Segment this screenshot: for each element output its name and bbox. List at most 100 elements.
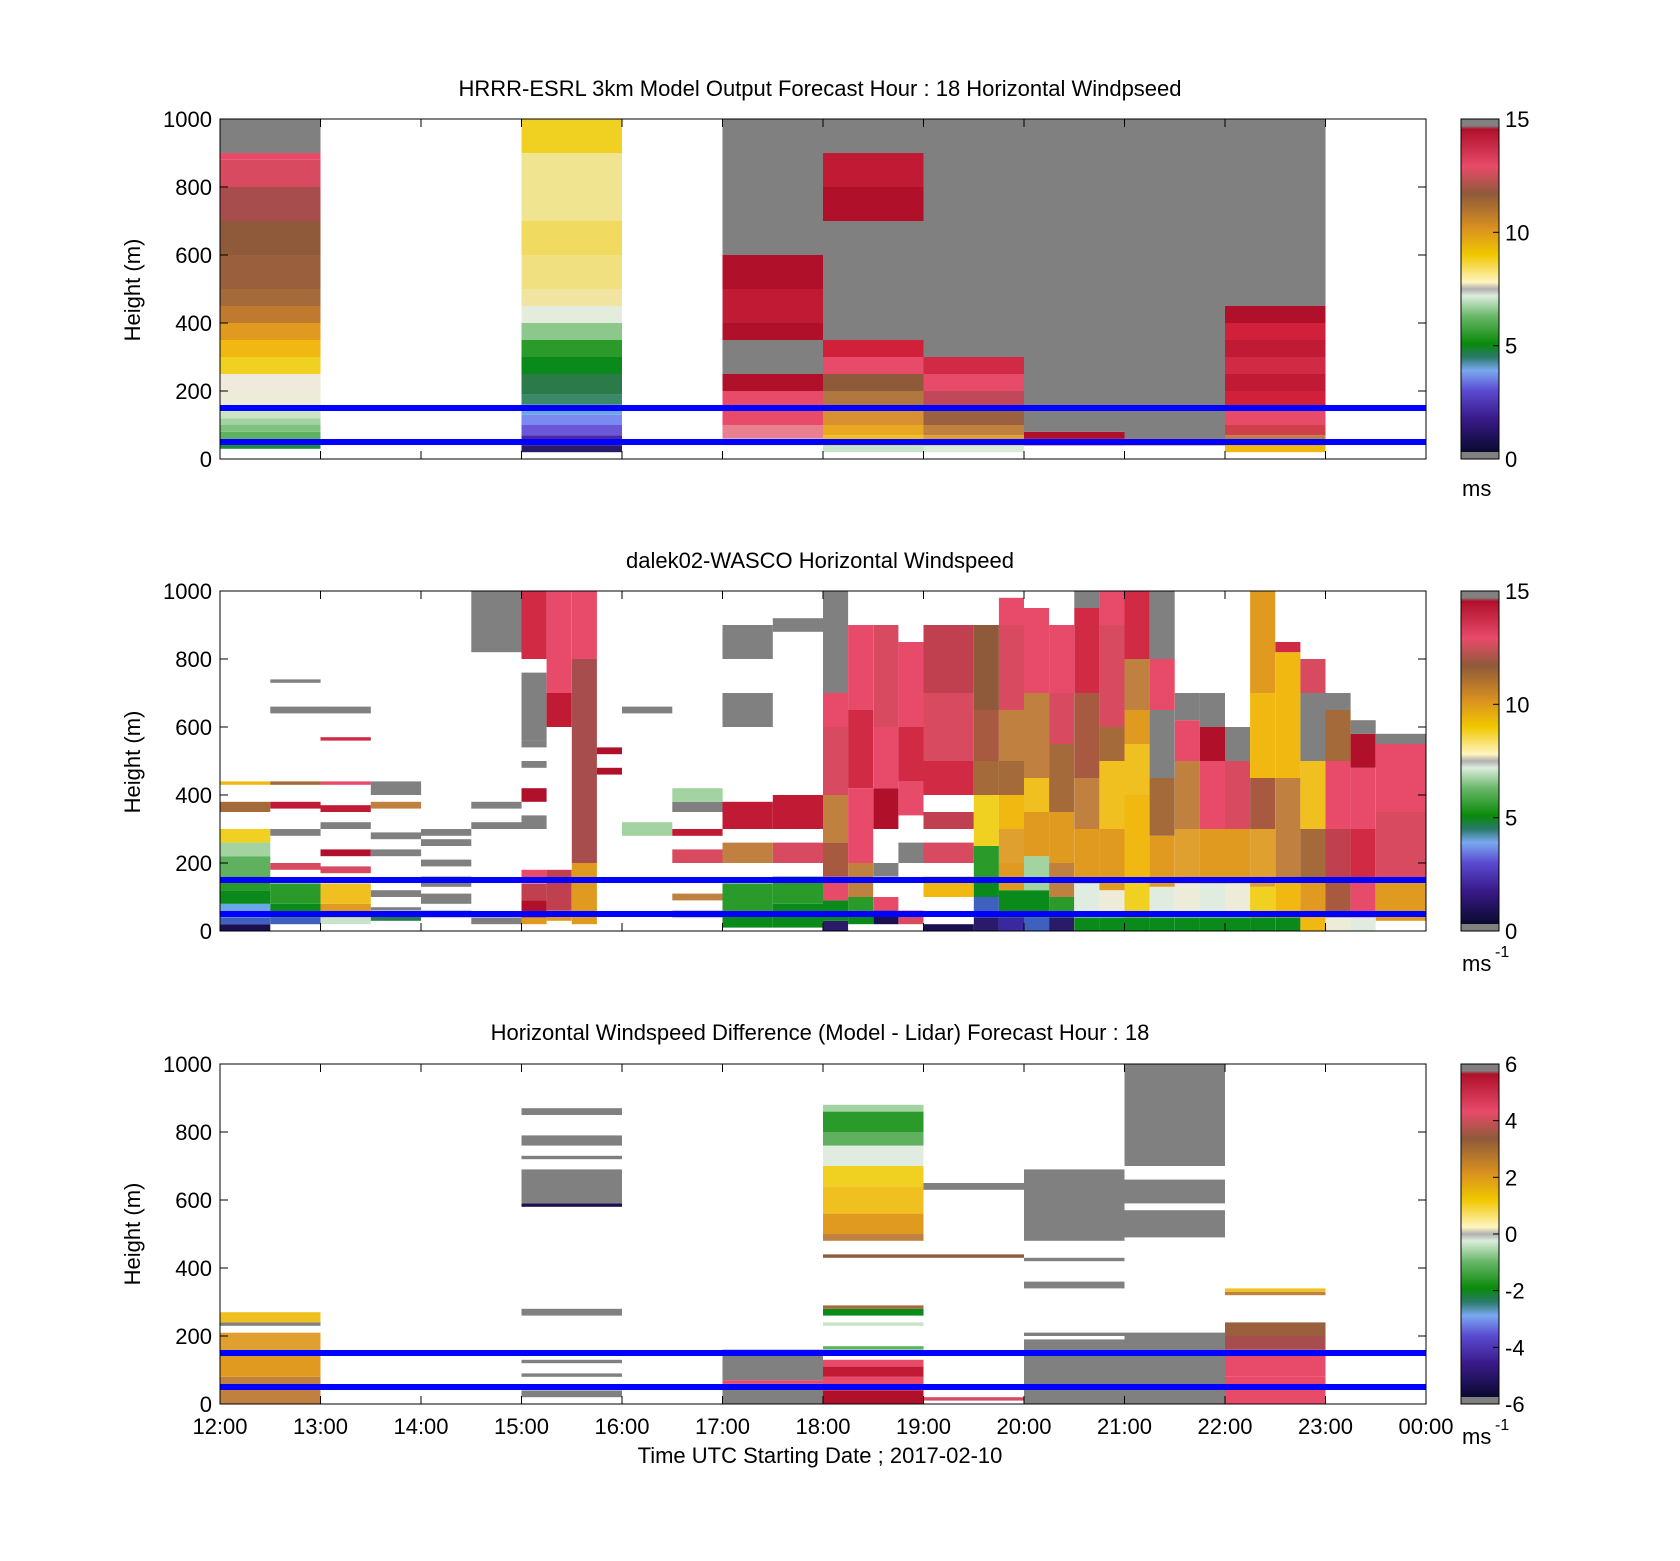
heatmap-cell <box>220 411 321 419</box>
y-tick-label: 800 <box>175 1120 212 1145</box>
heatmap-cell <box>823 425 924 436</box>
heatmap-cell <box>722 445 823 453</box>
heatmap-cells <box>220 119 1426 459</box>
heatmap-cell <box>1124 591 1150 659</box>
heatmap-cell <box>370 914 422 921</box>
heatmap-cell <box>220 1325 321 1333</box>
y-tick-label: 400 <box>175 783 212 808</box>
colorbar-tick-label: 0 <box>1505 1222 1517 1247</box>
heatmap-cell <box>1149 591 1175 659</box>
heatmap-cell <box>471 591 522 653</box>
heatmap-cell <box>220 394 321 405</box>
heatmap-cell <box>973 846 999 880</box>
heatmap-cell <box>873 788 899 829</box>
heatmap-cell <box>923 445 1024 453</box>
x-tick-label: 21:00 <box>1097 1414 1152 1439</box>
heatmap-cell <box>823 727 849 795</box>
heatmap-cell <box>998 710 1024 761</box>
heatmap-cell <box>546 869 572 911</box>
heatmap-cell <box>1325 829 1351 880</box>
heatmap-cell <box>1250 778 1276 829</box>
heatmap-cell <box>1225 340 1326 357</box>
y-tick-label: 400 <box>175 311 212 336</box>
heatmap-cell <box>1024 1281 1125 1289</box>
heatmap-cell <box>722 374 823 391</box>
heatmap-cell <box>320 917 371 925</box>
heatmap-cell <box>1024 693 1050 778</box>
heatmap-cell <box>521 306 622 323</box>
colorbar-tick-label: 15 <box>1505 579 1529 604</box>
heatmap-cell <box>270 829 321 836</box>
heatmap-cell <box>220 306 321 323</box>
heatmap-cell <box>471 822 522 829</box>
heatmap-cell <box>823 340 924 357</box>
heatmap-cell <box>1149 710 1175 778</box>
heatmap-cell <box>1350 767 1376 829</box>
difference-panel: Horizontal Windspeed Difference (Model -… <box>120 1020 1525 1449</box>
heatmap-cell <box>1275 917 1301 931</box>
heatmap-cell <box>220 323 321 340</box>
x-tick-label: 23:00 <box>1298 1414 1353 1439</box>
heatmap-cell <box>220 289 321 306</box>
heatmap-cell <box>1074 693 1100 778</box>
heatmap-cell <box>546 693 572 727</box>
heatmap-cell <box>898 642 924 727</box>
heatmap-cell <box>220 418 321 425</box>
heatmap-cell <box>220 1322 321 1326</box>
heatmap-cell <box>823 920 849 931</box>
x-tick-label: 22:00 <box>1197 1414 1252 1439</box>
heatmap-cell <box>722 883 773 911</box>
heatmap-cell <box>998 795 1024 829</box>
heatmap-cell <box>220 781 271 785</box>
heatmap-cell <box>898 727 924 782</box>
heatmap-cell <box>220 917 271 925</box>
heatmap-cell <box>898 781 924 816</box>
heatmap-cell <box>998 829 1024 863</box>
heatmap-cell <box>1049 693 1075 744</box>
heatmap-cell <box>1375 744 1427 812</box>
heatmap-cell <box>722 289 823 323</box>
heatmap-cell <box>1124 710 1150 744</box>
heatmap-cell <box>1225 119 1326 306</box>
colorbar-tick-label: -6 <box>1505 1392 1525 1417</box>
heatmap-cell <box>848 625 874 710</box>
colorbar-tick-label: 0 <box>1505 919 1517 944</box>
heatmap-cell <box>873 897 899 911</box>
colorbar-tick-label: 4 <box>1505 1109 1517 1134</box>
heatmap-cell <box>672 829 723 836</box>
heatmap-cell <box>521 591 547 659</box>
heatmap-cell <box>923 924 974 931</box>
heatmap-cell <box>722 323 823 340</box>
heatmap-cell <box>722 801 773 829</box>
heatmap-cell <box>923 625 974 693</box>
heatmap-cell <box>220 1312 321 1323</box>
heatmap-cell <box>973 710 999 761</box>
heatmap-cell <box>1149 778 1175 836</box>
heatmap-cell <box>1225 374 1326 391</box>
heatmap-cell <box>823 1359 924 1367</box>
x-tick-label: 15:00 <box>494 1414 549 1439</box>
heatmap-cell <box>1099 591 1125 625</box>
heatmap-cell <box>220 340 321 357</box>
heatmap-cell <box>421 859 472 867</box>
heatmap-cell <box>1174 693 1200 721</box>
heatmap-cell <box>1024 1339 1125 1404</box>
heatmap-cell <box>370 801 422 809</box>
heatmap-cell <box>898 842 924 863</box>
heatmap-cell <box>521 883 547 901</box>
colorbar-tick-label: 5 <box>1505 806 1517 831</box>
heatmap-cell <box>220 187 321 221</box>
colorbar-unit-label: ms <box>1462 951 1491 976</box>
heatmap-cell <box>521 1155 622 1160</box>
heatmap-cell <box>220 924 271 931</box>
heatmap-cell <box>1074 778 1100 829</box>
heatmap-cell <box>1300 917 1326 931</box>
colorbar <box>1460 1063 1500 1405</box>
heatmap-cell <box>270 781 321 785</box>
heatmap-cell <box>471 801 522 809</box>
heatmap-cell <box>521 869 547 880</box>
x-tick-label: 12:00 <box>192 1414 247 1439</box>
heatmap-cell <box>521 672 547 741</box>
heatmap-cell <box>521 394 622 405</box>
heatmap-cell <box>823 445 924 453</box>
